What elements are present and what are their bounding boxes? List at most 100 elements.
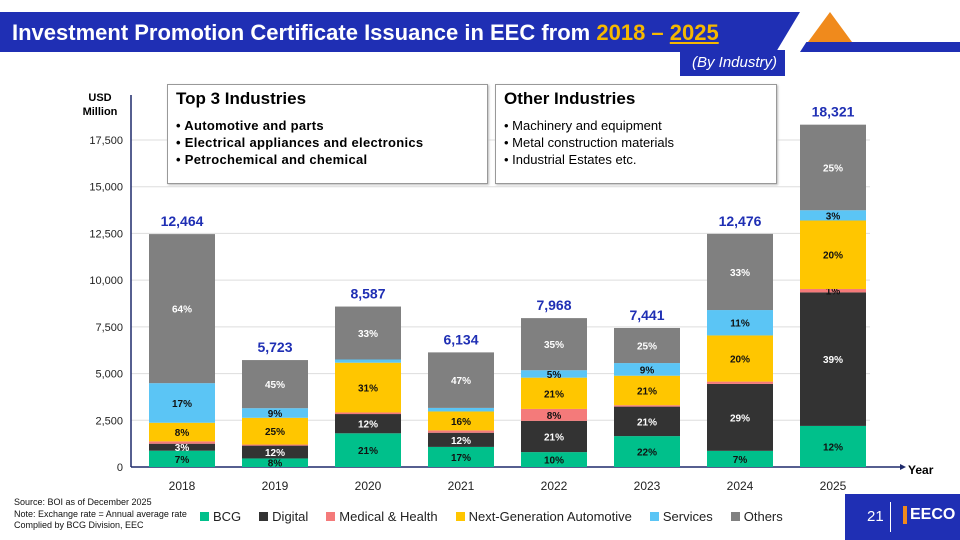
x-tick-label: 2022 — [541, 479, 568, 493]
segment-data-label: 1% — [826, 287, 841, 298]
segment-data-label: 20% — [730, 355, 750, 366]
segment-data-label: 25% — [637, 342, 657, 353]
bar-segment-next-generation-automotive — [614, 375, 680, 406]
segment-data-label: 11% — [730, 319, 750, 330]
other-industries-box: Other Industries • Machinery and equipme… — [495, 84, 777, 184]
legend-item: BCG — [200, 509, 241, 524]
bar-segment-digital — [428, 432, 494, 447]
segment-data-label: 17% — [172, 399, 192, 410]
list-item: • Industrial Estates etc. — [504, 152, 637, 167]
title-year-start: 2018 — [596, 20, 646, 45]
exchange-note: Note: Exchange rate = Annual average rat… — [14, 508, 187, 519]
bar-segment-next-generation-automotive — [149, 422, 215, 442]
segment-data-label: 20% — [823, 251, 843, 262]
segment-data-label: 9% — [268, 409, 283, 420]
bar-segment-bcg — [800, 425, 866, 467]
x-axis-arrow-icon — [900, 464, 906, 470]
bar-segment-services — [428, 407, 494, 412]
list-item: • Petrochemical and chemical — [176, 152, 368, 167]
legend-item: Others — [730, 509, 783, 524]
segment-data-label: 12% — [451, 436, 471, 447]
x-tick-label: 2019 — [262, 479, 289, 493]
bar-segment-others — [800, 124, 866, 211]
bar-segment-medical-health — [707, 381, 773, 384]
source-note: Source: BOI as of December 2025 — [14, 497, 152, 507]
y-tick-label: 15,000 — [89, 182, 123, 194]
segment-data-label: 33% — [730, 268, 750, 279]
y-tick-label: 17,500 — [89, 135, 123, 147]
bar-segment-services — [800, 210, 866, 221]
segment-data-label: 25% — [265, 427, 285, 438]
total-data-label: 5,723 — [257, 339, 292, 355]
segment-data-label: 21% — [358, 446, 378, 457]
bar-segment-medical-health — [242, 444, 308, 446]
bar-segment-others — [707, 233, 773, 311]
total-data-label: 12,476 — [719, 213, 762, 229]
stacked-bar-chart: 0 2,500 5,000 7,500 10,000 12,500 15,000 17,500… — [83, 92, 934, 493]
bar-segment-medical-health — [800, 288, 866, 293]
bar-segment-next-generation-automotive — [707, 335, 773, 382]
segment-data-label: 8% — [175, 428, 190, 439]
bar-segment-digital — [614, 406, 680, 437]
segment-data-label: 7% — [733, 455, 748, 466]
legend-swatch — [730, 512, 740, 521]
x-tick-label: 2020 — [355, 479, 382, 493]
segment-data-label: 12% — [823, 442, 843, 453]
y-tick-label: 2,500 — [95, 415, 123, 427]
legend-label: Others — [743, 509, 783, 524]
bar-segment-digital — [800, 292, 866, 426]
legend-swatch — [326, 512, 336, 521]
y-tick-label: 5,000 — [95, 369, 123, 381]
divider — [890, 502, 891, 532]
segment-data-label: 29% — [730, 413, 750, 424]
bar-segment-bcg — [707, 450, 773, 467]
title-bar — [0, 12, 800, 52]
bar-segment-bcg — [614, 436, 680, 467]
segment-data-label: 39% — [823, 355, 843, 366]
bar-segment-bcg — [521, 452, 587, 467]
bar-segment-bcg — [335, 433, 401, 467]
legend-item: Services — [649, 509, 713, 524]
bar-segment-others — [614, 327, 680, 364]
segment-data-label: 33% — [358, 329, 378, 340]
bar-segment-bcg — [149, 450, 215, 467]
bar-segment-services — [335, 359, 401, 363]
bar-segment-digital — [335, 414, 401, 434]
segment-data-label: 16% — [451, 417, 471, 428]
legend-label: Services — [662, 509, 713, 524]
bar-segment-next-generation-automotive — [242, 417, 308, 445]
bar-segment-digital — [707, 383, 773, 451]
bar-segment-next-generation-automotive — [428, 411, 494, 431]
orange-triangle-icon — [808, 12, 852, 42]
y-tick-label: 0 — [117, 462, 123, 474]
legend-item: Medical & Health — [326, 509, 438, 524]
legend-swatch — [259, 512, 269, 521]
x-axis-label: Year — [908, 463, 934, 477]
top3-industries-box: Top 3 Industries • Automotive and parts … — [167, 84, 488, 184]
bar-segment-medical-health — [149, 441, 215, 444]
bar-segment-others — [428, 352, 494, 408]
bar-segment-services — [149, 383, 215, 423]
segment-data-label: 12% — [358, 420, 378, 431]
legend-item: Digital — [259, 509, 308, 524]
total-data-label: 18,321 — [812, 104, 855, 120]
segment-data-label: 3% — [826, 211, 841, 222]
legend-label: BCG — [213, 509, 242, 524]
segment-data-label: 8% — [547, 411, 562, 422]
x-tick-label: 2018 — [169, 479, 196, 493]
title-text: Investment Promotion Certificate Issuanc… — [12, 20, 597, 45]
segment-data-label: 64% — [172, 305, 192, 316]
box-title: Top 3 Industries — [176, 89, 307, 108]
x-tick-label: 2021 — [448, 479, 475, 493]
title-bar-accent — [800, 42, 960, 52]
total-data-label: 12,464 — [161, 213, 204, 229]
y-axis-label: Million — [83, 106, 118, 118]
legend: BCG Digital Medical & Health Next-Generatio… — [200, 509, 783, 524]
legend-swatch — [649, 512, 659, 521]
total-data-label: 6,134 — [443, 331, 478, 347]
segment-data-label: 31% — [358, 384, 378, 395]
bar-segment-digital — [242, 445, 308, 459]
list-item: • Automotive and parts — [176, 118, 324, 133]
bar-segment-medical-health — [428, 430, 494, 433]
segment-data-label: 21% — [637, 386, 657, 397]
